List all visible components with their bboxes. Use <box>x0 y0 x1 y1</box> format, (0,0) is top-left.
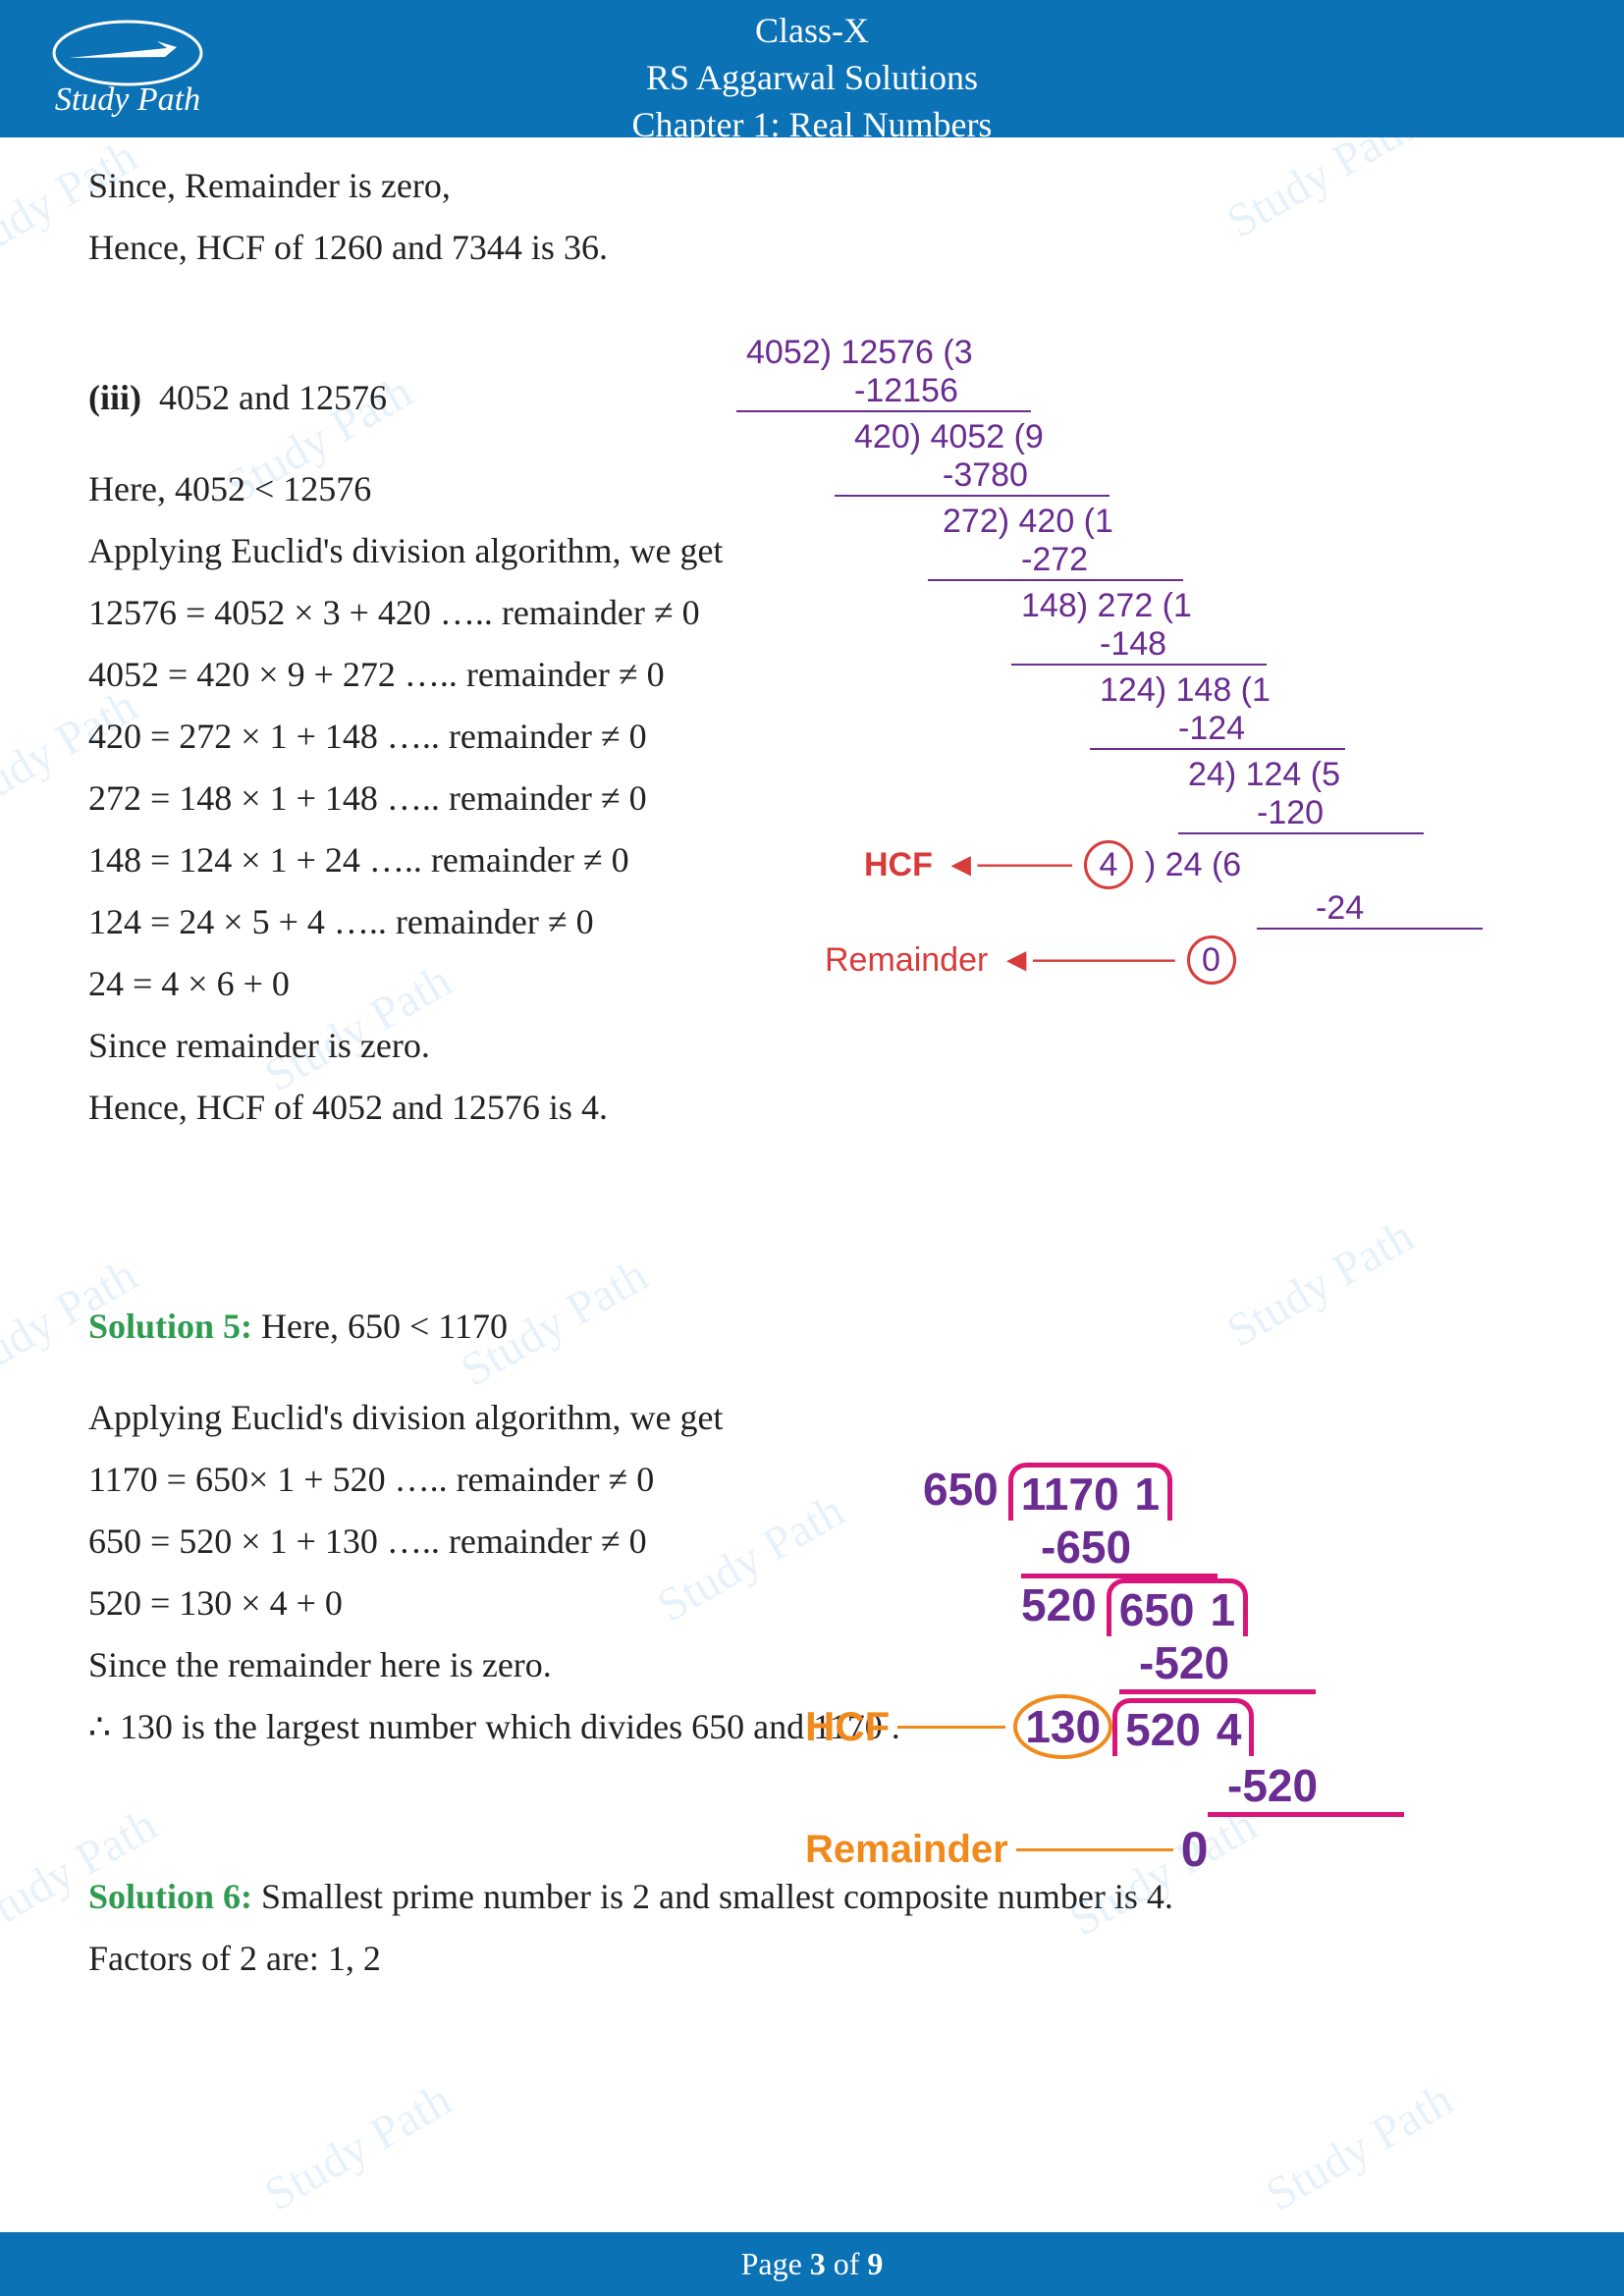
footer-page-num: 3 <box>810 2246 826 2281</box>
rem-label: Remainder <box>825 941 988 980</box>
intro-line-1: Since, Remainder is zero, <box>88 155 1536 217</box>
sol5-label: Solution 5: <box>88 1307 252 1346</box>
watermark: Study Path <box>255 2072 460 2221</box>
header-chapter: Chapter 1: Real Numbers <box>0 104 1624 145</box>
w3-r6a: 24) 124 (5 <box>727 756 1532 794</box>
w3-r7a: ) 24 (6 <box>1145 846 1241 884</box>
watermark: Study Path <box>1257 2072 1462 2221</box>
hcf-label-2: HCF <box>805 1703 890 1750</box>
intro-line-2: Hence, HCF of 1260 and 7344 is 36. <box>88 217 1536 279</box>
hcf-value: 4 <box>1084 840 1133 889</box>
w3-r7b: -24 <box>727 889 1532 928</box>
w3-r2a: 420) 4052 (9 <box>727 418 1532 456</box>
footer-page-total: 9 <box>867 2246 883 2281</box>
footer-page-c: of <box>826 2246 868 2281</box>
w5-rem-val: 0 <box>1181 1821 1209 1878</box>
w5-r3c: 4 <box>1209 1698 1255 1756</box>
arrow-left-icon: ◄────── <box>1000 941 1174 980</box>
longdiv-5: 650 1170 1 -650 520 650 1 -520 HCF 130 5… <box>923 1463 1591 1878</box>
w3-r1b: -12156 <box>727 372 1532 410</box>
w3-r3b: -272 <box>727 541 1532 579</box>
p3-l4: Hence, HCF of 4052 and 12576 is 4. <box>88 1077 1536 1139</box>
w5-r2d: -520 <box>923 1636 1591 1689</box>
header-class: Class-X <box>0 10 1624 51</box>
part-iii-label: (iii) <box>88 378 141 417</box>
w5-r2a: 520 <box>1021 1578 1107 1636</box>
arrow-left-icon: ◄──── <box>945 846 1072 884</box>
sol6-label: Solution 6: <box>88 1877 252 1916</box>
longdiv-iii: 4052) 12576 (3 -12156 420) 4052 (9 -3780… <box>727 334 1532 985</box>
sol6-head: Smallest prime number is 2 and smallest … <box>261 1877 1173 1916</box>
w5-r3a: 130 <box>1013 1694 1112 1759</box>
w5-r1b: 1170 <box>1008 1463 1127 1521</box>
w5-r1a: 650 <box>923 1463 1008 1521</box>
w5-r1d: -650 <box>923 1521 1591 1574</box>
header-book: RS Aggarwal Solutions <box>0 57 1624 98</box>
w5-r1c: 1 <box>1127 1463 1173 1521</box>
hcf-label: HCF <box>864 846 933 884</box>
page-header: Study Path Class-X RS Aggarwal Solutions… <box>0 0 1624 137</box>
w3-r2b: -3780 <box>727 456 1532 495</box>
w3-r4a: 148) 272 (1 <box>727 587 1532 625</box>
rem-label-2: Remainder <box>805 1828 1008 1872</box>
s6-l1: Factors of 2 are: 1, 2 <box>88 1928 1536 1990</box>
w5-r3d: -520 <box>923 1759 1591 1812</box>
solution-6-block: Solution 6: Smallest prime number is 2 a… <box>88 1866 1536 1990</box>
footer-page-a: Page <box>741 2246 810 2281</box>
svg-text:Study Path: Study Path <box>55 81 200 118</box>
w3-r5b: -124 <box>727 710 1532 748</box>
w3-r6b: -120 <box>727 794 1532 832</box>
study-path-logo: Study Path <box>29 14 226 122</box>
w5-r2b: 650 <box>1107 1578 1203 1636</box>
sol5-head: Here, 650 < 1170 <box>261 1307 508 1346</box>
s5-l1: Applying Euclid's division algorithm, we… <box>88 1387 1536 1449</box>
page-footer: Page 3 of 9 <box>0 2232 1624 2296</box>
part-iii-nums: 4052 and 12576 <box>159 378 387 417</box>
w3-r1a: 4052) 12576 (3 <box>727 334 1532 372</box>
p3-l3: Since remainder is zero. <box>88 1015 1536 1077</box>
w3-r4b: -148 <box>727 625 1532 664</box>
w3-r3a: 272) 420 (1 <box>727 503 1532 541</box>
w5-r3b: 520 <box>1112 1698 1209 1756</box>
w5-r2c: 1 <box>1203 1578 1249 1636</box>
rem-value: 0 <box>1187 935 1236 985</box>
w3-r5a: 124) 148 (1 <box>727 671 1532 710</box>
